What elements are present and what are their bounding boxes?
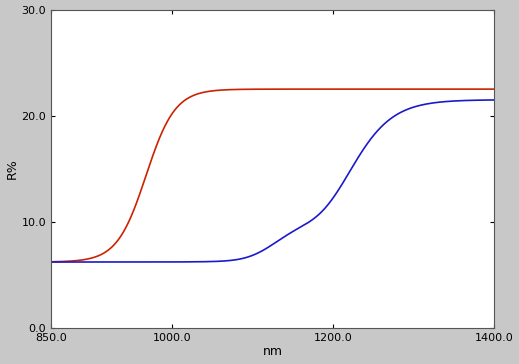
Y-axis label: R%: R% [6, 158, 19, 179]
X-axis label: nm: nm [263, 345, 282, 359]
